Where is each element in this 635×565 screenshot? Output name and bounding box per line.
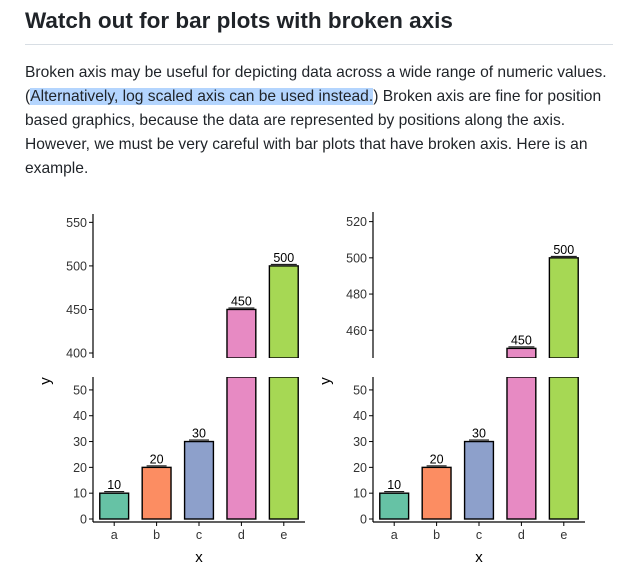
bar-e-upper [548,257,579,359]
x-axis-title: x [475,549,483,565]
x-tick-label: b [153,528,160,542]
lower-y-tick-label: 0 [360,513,367,527]
bar-d-upper [506,347,537,359]
upper-y-tick-label: 450 [66,303,87,317]
title-divider [25,44,613,45]
x-tick-label: a [111,528,118,542]
x-tick-label: e [560,528,567,542]
bar-c [463,440,495,520]
axis-break-gap [353,358,590,377]
data-label-c: 30 [472,427,486,441]
lower-y-tick-label: 50 [353,383,367,397]
lower-y-tick-label: 30 [73,435,87,449]
upper-y-tick-label: 480 [346,288,367,302]
x-tick-label: e [280,528,287,542]
y-axis-title: y [317,377,334,385]
lower-y-tick-label: 40 [73,409,87,423]
upper-y-tick-label: 460 [346,324,367,338]
lower-y-tick-label: 40 [353,409,367,423]
paragraph-text-before: Broken axis may be useful for depicting … [25,64,607,105]
y-axis-title: y [37,377,54,385]
upper-y-tick-label: 500 [346,251,367,265]
bar-b [141,466,172,520]
x-tick-label: d [518,528,525,542]
lower-y-tick-label: 20 [73,461,87,475]
data-label-d: 450 [231,294,252,308]
x-tick-label: d [238,528,245,542]
data-label-b: 20 [150,452,164,466]
highlighted-selection[interactable]: Alternatively, log scaled axis can be us… [30,88,374,105]
data-label-d: 450 [511,333,532,347]
upper-y-tick-label: 550 [66,216,87,230]
bar-e-lower [548,376,579,520]
data-label-c: 30 [192,427,206,441]
lower-y-tick-label: 50 [73,383,87,397]
paragraph-text-after: ) Broken axis are fine for position base… [25,88,602,177]
bar-d-lower [226,376,257,520]
intro-paragraph: Broken axis may be useful for depicting … [25,61,615,181]
page-title: Watch out for bar plots with broken axis [25,8,453,33]
bar-c [183,440,215,520]
x-tick-label: a [391,528,398,542]
data-label-a: 10 [387,478,401,492]
x-axis-title: x [195,549,203,565]
lower-y-tick-label: 0 [80,513,87,527]
upper-y-tick-label: 500 [66,259,87,273]
data-label-e: 500 [553,243,574,257]
lower-y-tick-label: 10 [353,487,367,501]
x-tick-label: c [476,528,482,542]
x-tick-label: c [196,528,202,542]
data-label-e: 500 [273,251,294,265]
data-label-a: 10 [107,478,121,492]
data-label-b: 20 [430,452,444,466]
bar-d-lower [506,376,537,520]
upper-y-tick-label: 520 [346,215,367,229]
bar-e-lower [268,376,299,520]
x-tick-label: b [433,528,440,542]
lower-y-tick-label: 20 [353,461,367,475]
bar-a [379,492,410,520]
bar-b [421,466,452,520]
bar-a [99,492,130,520]
lower-y-tick-label: 10 [73,487,87,501]
lower-y-tick-label: 30 [353,435,367,449]
upper-y-tick-label: 400 [66,347,87,361]
axis-break-gap [73,358,310,377]
